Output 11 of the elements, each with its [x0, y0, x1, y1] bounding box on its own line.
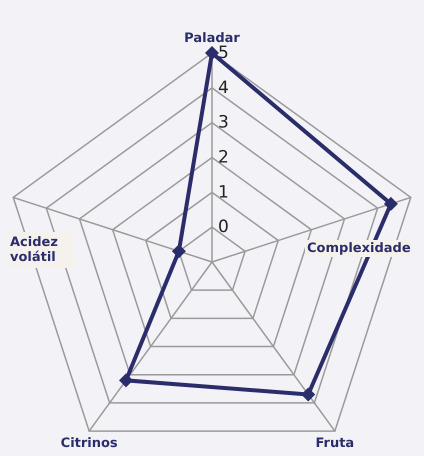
y-tick-label: 4 [218, 78, 229, 98]
spoke-label: Complexidade [307, 241, 411, 256]
y-tick-label: 3 [218, 112, 229, 133]
y-tick-label: 2 [218, 148, 229, 168]
y-tick-label: 5 [218, 43, 229, 63]
y-tick-label: 1 [218, 182, 229, 202]
spoke-label: Paladar [184, 31, 240, 46]
y-tick-label: 0 [218, 217, 229, 238]
spoke-label: Acidez volátil [10, 235, 62, 265]
spoke-label: Citrinos [60, 436, 118, 452]
spoke-label: Fruta [315, 436, 354, 452]
